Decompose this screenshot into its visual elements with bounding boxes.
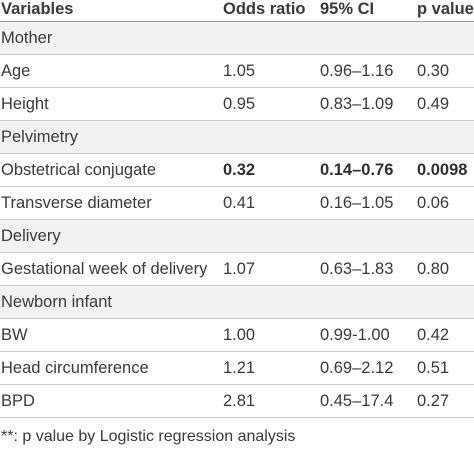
section-row: Mother — [0, 21, 474, 55]
header-row: Variables Odds ratio 95% CI p value** — [0, 0, 474, 22]
table-row: Height 0.95 0.83–1.09 0.49 — [0, 87, 474, 121]
ci-cell: 0.14–0.76 — [319, 153, 416, 187]
variable-cell: BW — [0, 318, 222, 352]
odds-ratio-cell: 1.00 — [222, 318, 319, 352]
p-value-cell: 0.51 — [416, 351, 474, 385]
table-row: BPD 2.81 0.45–17.4 0.27 — [0, 384, 474, 418]
table-row: Transverse diameter 0.41 0.16–1.05 0.06 — [0, 186, 474, 220]
odds-ratio-cell: 1.21 — [222, 351, 319, 385]
odds-ratio-cell: 0.41 — [222, 186, 319, 220]
variable-cell: Obstetrical conjugate — [0, 153, 222, 187]
ci-cell: 0.83–1.09 — [319, 87, 416, 121]
variable-cell: Head circumference — [0, 351, 222, 385]
table-row: BW 1.00 0.99-1.00 0.42 — [0, 318, 474, 352]
variable-cell: Transverse diameter — [0, 186, 222, 220]
p-value-cell: 0.30 — [416, 54, 474, 88]
table-row: Age 1.05 0.96–1.16 0.30 — [0, 54, 474, 88]
header-odds-ratio: Odds ratio — [222, 0, 319, 22]
p-value-cell: 0.27 — [416, 384, 474, 418]
odds-ratio-cell: 2.81 — [222, 384, 319, 418]
section-row: Pelvimetry — [0, 120, 474, 154]
variable-cell: Age — [0, 54, 222, 88]
p-value-cell: 0.49 — [416, 87, 474, 121]
table-body: Mother Age 1.05 0.96–1.16 0.30 Height 0.95 0.83… — [0, 21, 474, 418]
table-row: Obstetrical conjugate 0.32 0.14–0.76 0.0098 — [0, 153, 474, 187]
header-p-value: p value** — [416, 0, 474, 22]
odds-ratio-cell: 1.07 — [222, 252, 319, 286]
section-row: Newborn infant — [0, 285, 474, 319]
footnote: **: p value by Logistic regression analy… — [1, 428, 296, 445]
ci-cell: 0.63–1.83 — [319, 252, 416, 286]
variable-cell: Gestational week of delivery — [0, 252, 222, 286]
p-value-cell: 0.0098 — [416, 153, 474, 187]
odds-ratio-table: Variables Odds ratio 95% CI p value** Mo… — [0, 0, 474, 418]
section-label: Mother — [0, 21, 474, 55]
p-value-cell: 0.42 — [416, 318, 474, 352]
odds-ratio-cell: 0.95 — [222, 87, 319, 121]
header-ci: 95% CI — [319, 0, 416, 22]
ci-cell: 0.96–1.16 — [319, 54, 416, 88]
section-row: Delivery — [0, 219, 474, 253]
table-row: Head circumference 1.21 0.69–2.12 0.51 — [0, 351, 474, 385]
table-row: Gestational week of delivery 1.07 0.63–1.8… — [0, 252, 474, 286]
variable-cell: Height — [0, 87, 222, 121]
ci-cell: 0.69–2.12 — [319, 351, 416, 385]
odds-ratio-cell: 0.32 — [222, 153, 319, 187]
section-label: Pelvimetry — [0, 120, 474, 154]
p-value-cell: 0.80 — [416, 252, 474, 286]
ci-cell: 0.45–17.4 — [319, 384, 416, 418]
header-variables: Variables — [0, 0, 222, 22]
p-value-cell: 0.06 — [416, 186, 474, 220]
odds-ratio-cell: 1.05 — [222, 54, 319, 88]
ci-cell: 0.99-1.00 — [319, 318, 416, 352]
variable-cell: BPD — [0, 384, 222, 418]
ci-cell: 0.16–1.05 — [319, 186, 416, 220]
table-header: Variables Odds ratio 95% CI p value** — [0, 0, 474, 22]
section-label: Delivery — [0, 219, 474, 253]
section-label: Newborn infant — [0, 285, 474, 319]
